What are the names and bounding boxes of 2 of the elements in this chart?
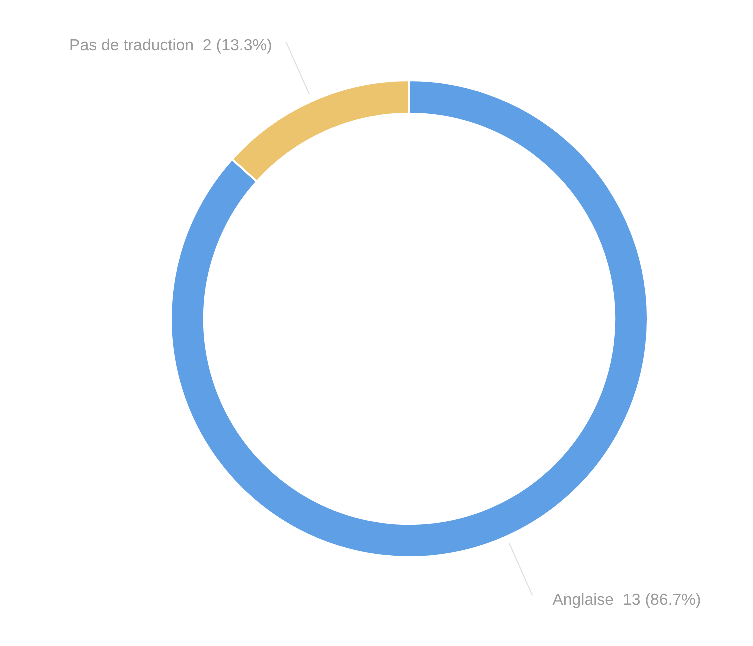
slice-label: Pas de traduction 2 (13.3%)	[70, 38, 272, 55]
slice-label: Anglaise 13 (86.7%)	[552, 592, 702, 610]
